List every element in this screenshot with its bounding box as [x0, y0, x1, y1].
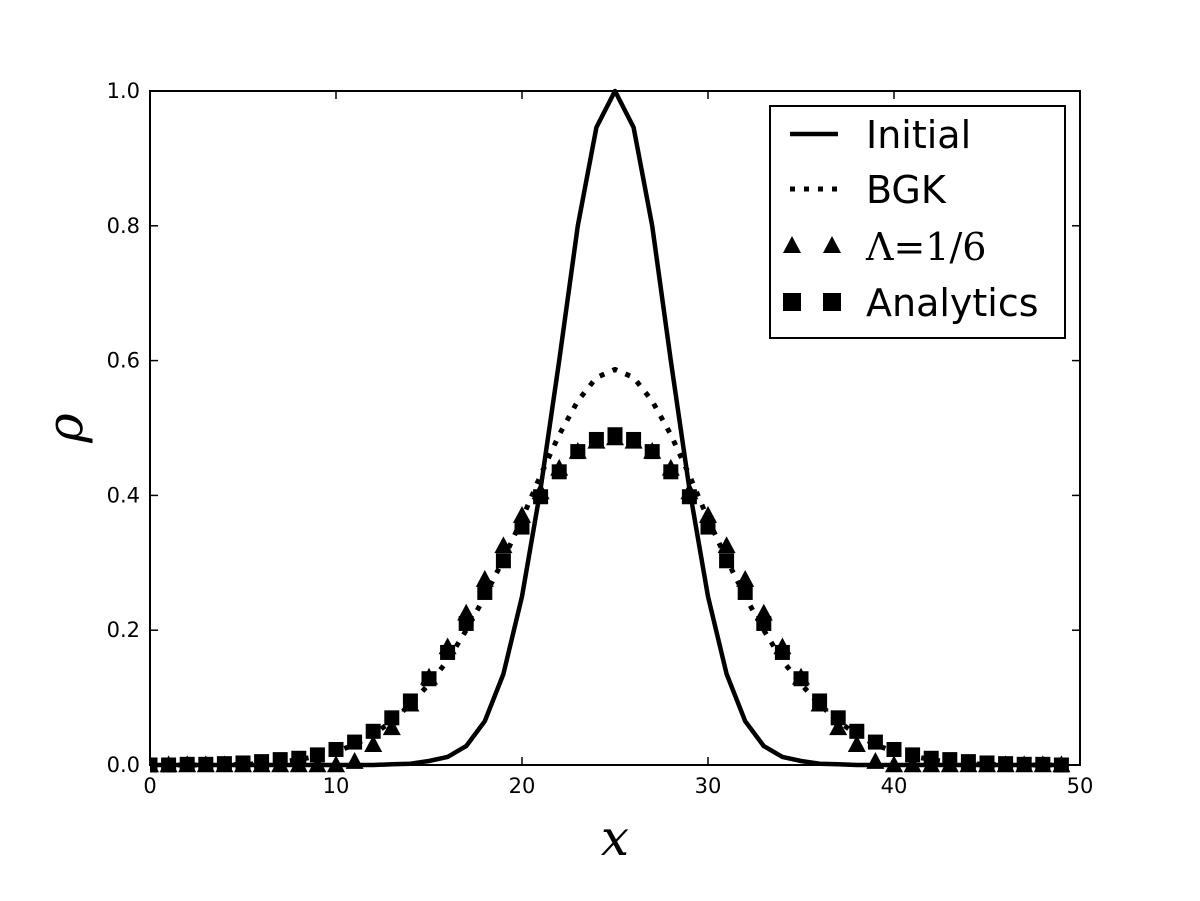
square-point — [272, 752, 288, 768]
triangle-point — [847, 735, 866, 752]
square-point — [402, 693, 418, 709]
square-point — [626, 431, 642, 447]
square-point — [365, 723, 381, 739]
square-point — [719, 553, 735, 569]
square-point — [681, 489, 697, 505]
triangle-point — [364, 735, 383, 752]
square-point — [291, 750, 307, 766]
legend-entry: Analytics — [783, 281, 1039, 325]
triangle-point — [475, 570, 494, 587]
square-point — [905, 747, 921, 763]
square-point — [216, 756, 232, 772]
x-tick-label: 10 — [323, 774, 350, 798]
square-point — [570, 444, 586, 460]
square-point — [774, 644, 790, 660]
triangle-point — [903, 755, 922, 773]
square-point — [533, 489, 549, 505]
square-point — [421, 671, 437, 687]
square-point — [700, 519, 716, 535]
square-point — [495, 553, 511, 569]
square-point — [588, 431, 604, 447]
square-point — [328, 741, 344, 757]
y-tick-label: 1.0 — [107, 79, 140, 103]
x-tick-label: 40 — [881, 774, 908, 798]
square-point — [235, 755, 251, 771]
triangle-point — [717, 536, 736, 554]
square-point — [886, 741, 902, 757]
triangle-point — [866, 752, 885, 769]
triangle-point — [829, 718, 848, 736]
square-point — [756, 615, 772, 631]
y-tick-label: 0.2 — [107, 618, 140, 642]
square-point — [663, 464, 679, 480]
legend-entry: Initial — [790, 113, 971, 157]
legend-box — [769, 105, 1066, 339]
square-point — [384, 710, 400, 726]
y-tick-label: 0.6 — [107, 349, 140, 373]
square-point — [551, 464, 567, 480]
square-point — [960, 754, 976, 770]
legend-label: Initial — [866, 113, 971, 157]
legend-label: BGK — [866, 168, 947, 212]
square-point — [849, 723, 865, 739]
triangle-point — [345, 752, 364, 769]
square-point — [737, 584, 753, 600]
square-point — [830, 710, 846, 726]
square-point — [514, 519, 530, 535]
square-point — [998, 756, 1014, 772]
square-point — [979, 755, 995, 771]
square-point — [607, 427, 623, 443]
square-point — [347, 734, 363, 750]
square-point — [812, 693, 828, 709]
triangle-point — [494, 536, 513, 554]
x-tick-label: 0 — [143, 774, 156, 798]
y-tick-label: 0.0 — [107, 753, 140, 777]
y-tick-label: 0.8 — [107, 214, 140, 238]
triangle-point — [699, 506, 717, 523]
x-tick-label: 30 — [695, 774, 722, 798]
y-axis-label: ρ — [36, 413, 94, 444]
legend-label: Λ=1/6 — [865, 225, 986, 269]
square-point — [793, 671, 809, 687]
triangle-point — [308, 755, 327, 773]
legend-entry: Λ=1/6 — [783, 225, 986, 269]
x-axis-label: x — [601, 809, 629, 867]
square-point — [644, 444, 660, 460]
triangle-point — [513, 506, 531, 523]
square-point — [477, 584, 493, 600]
square-point — [942, 752, 958, 768]
square-point — [458, 615, 474, 631]
axes-frame — [149, 90, 1081, 766]
triangle-point — [736, 570, 755, 587]
axes: 0 10 20 30 40 50 0.0 0.2 0.4 0.6 0.8 1.0 — [107, 79, 1094, 798]
square-point — [923, 750, 939, 766]
plot-area — [150, 88, 1071, 773]
square-point — [309, 747, 325, 763]
x-tick-label: 20 — [509, 774, 536, 798]
series-line-bgk — [150, 366, 1062, 768]
square-point — [867, 734, 883, 750]
legend-entry: BGK — [790, 168, 947, 212]
square-point — [254, 754, 270, 770]
x-tick-label: 50 — [1067, 774, 1094, 798]
legend-label: Analytics — [866, 281, 1039, 325]
triangle-point — [382, 718, 401, 736]
square-point — [440, 644, 456, 660]
y-tick-label: 0.4 — [107, 483, 140, 507]
legend: Initial BGK Λ=1/6 Analytics — [769, 105, 1066, 339]
